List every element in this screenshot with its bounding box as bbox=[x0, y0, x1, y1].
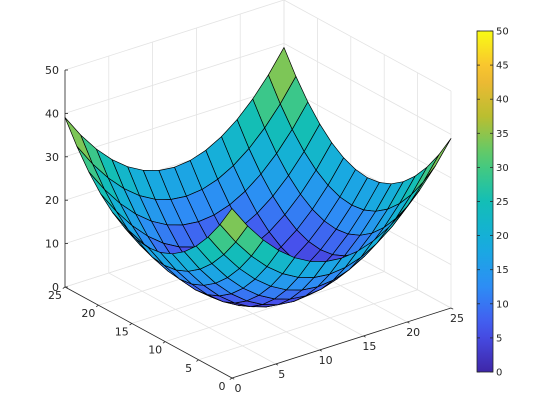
x-tick-label: 10 bbox=[319, 354, 333, 367]
x-tick-label: 0 bbox=[235, 382, 242, 395]
colorbar-tick-label: 15 bbox=[496, 265, 509, 276]
y-tick-mark bbox=[62, 286, 66, 289]
x-tick-mark bbox=[231, 377, 235, 380]
x-tick-mark bbox=[275, 363, 279, 366]
z-tick-label: 10 bbox=[45, 238, 59, 251]
y-tick-mark bbox=[129, 323, 133, 326]
colorbar-tick-label: 45 bbox=[496, 61, 509, 72]
x-tick-mark bbox=[407, 321, 410, 324]
x-tick-mark bbox=[319, 349, 322, 352]
y-axis-line bbox=[64, 286, 233, 379]
grid-line-z bbox=[64, 0, 452, 92]
y-tick-label: 10 bbox=[148, 344, 162, 357]
colorbar-tick-label: 0 bbox=[496, 368, 502, 379]
colorbar-tick-label: 20 bbox=[496, 231, 509, 242]
z-tick-label: 0 bbox=[52, 281, 59, 294]
z-tick-label: 30 bbox=[45, 151, 59, 164]
y-tick-label: 15 bbox=[115, 325, 129, 338]
y-tick-label: 20 bbox=[81, 307, 95, 320]
x-tick-mark bbox=[450, 307, 454, 310]
y-tick-mark bbox=[196, 359, 199, 362]
x-axis-line bbox=[231, 307, 452, 379]
grid-line-z bbox=[64, 42, 452, 135]
y-tick-label: 0 bbox=[219, 380, 226, 393]
x-tick-label: 25 bbox=[450, 312, 464, 325]
z-tick-label: 20 bbox=[45, 194, 59, 207]
colorbar-tick-label: 5 bbox=[496, 333, 502, 344]
x-tick-label: 5 bbox=[278, 368, 285, 381]
x-tick-label: 15 bbox=[362, 340, 376, 353]
colorbar-tick-label: 40 bbox=[496, 95, 509, 106]
colorbar-tick-label: 30 bbox=[496, 163, 509, 174]
colorbar: 0 5 10 15 20 25 30 35 40 45 50 bbox=[476, 27, 509, 379]
y-tick-label: 5 bbox=[185, 362, 192, 375]
y-tick-mark bbox=[162, 341, 166, 344]
colorbar-tick-label: 25 bbox=[496, 197, 509, 208]
colorbar-tick-label: 35 bbox=[496, 129, 509, 140]
y-tick-label: 25 bbox=[48, 289, 62, 302]
surface-patch bbox=[219, 208, 248, 243]
surface-mesh bbox=[64, 47, 452, 308]
colorbar-tick-label: 50 bbox=[496, 27, 509, 38]
x-tick-label: 20 bbox=[406, 326, 420, 339]
y-tick-mark bbox=[95, 304, 99, 308]
colorbar-tick-label: 10 bbox=[496, 299, 509, 310]
x-tick-mark bbox=[363, 335, 366, 338]
y-tick-mark bbox=[229, 377, 233, 380]
z-tick-label: 50 bbox=[45, 64, 59, 77]
z-tick-label: 40 bbox=[45, 107, 59, 120]
